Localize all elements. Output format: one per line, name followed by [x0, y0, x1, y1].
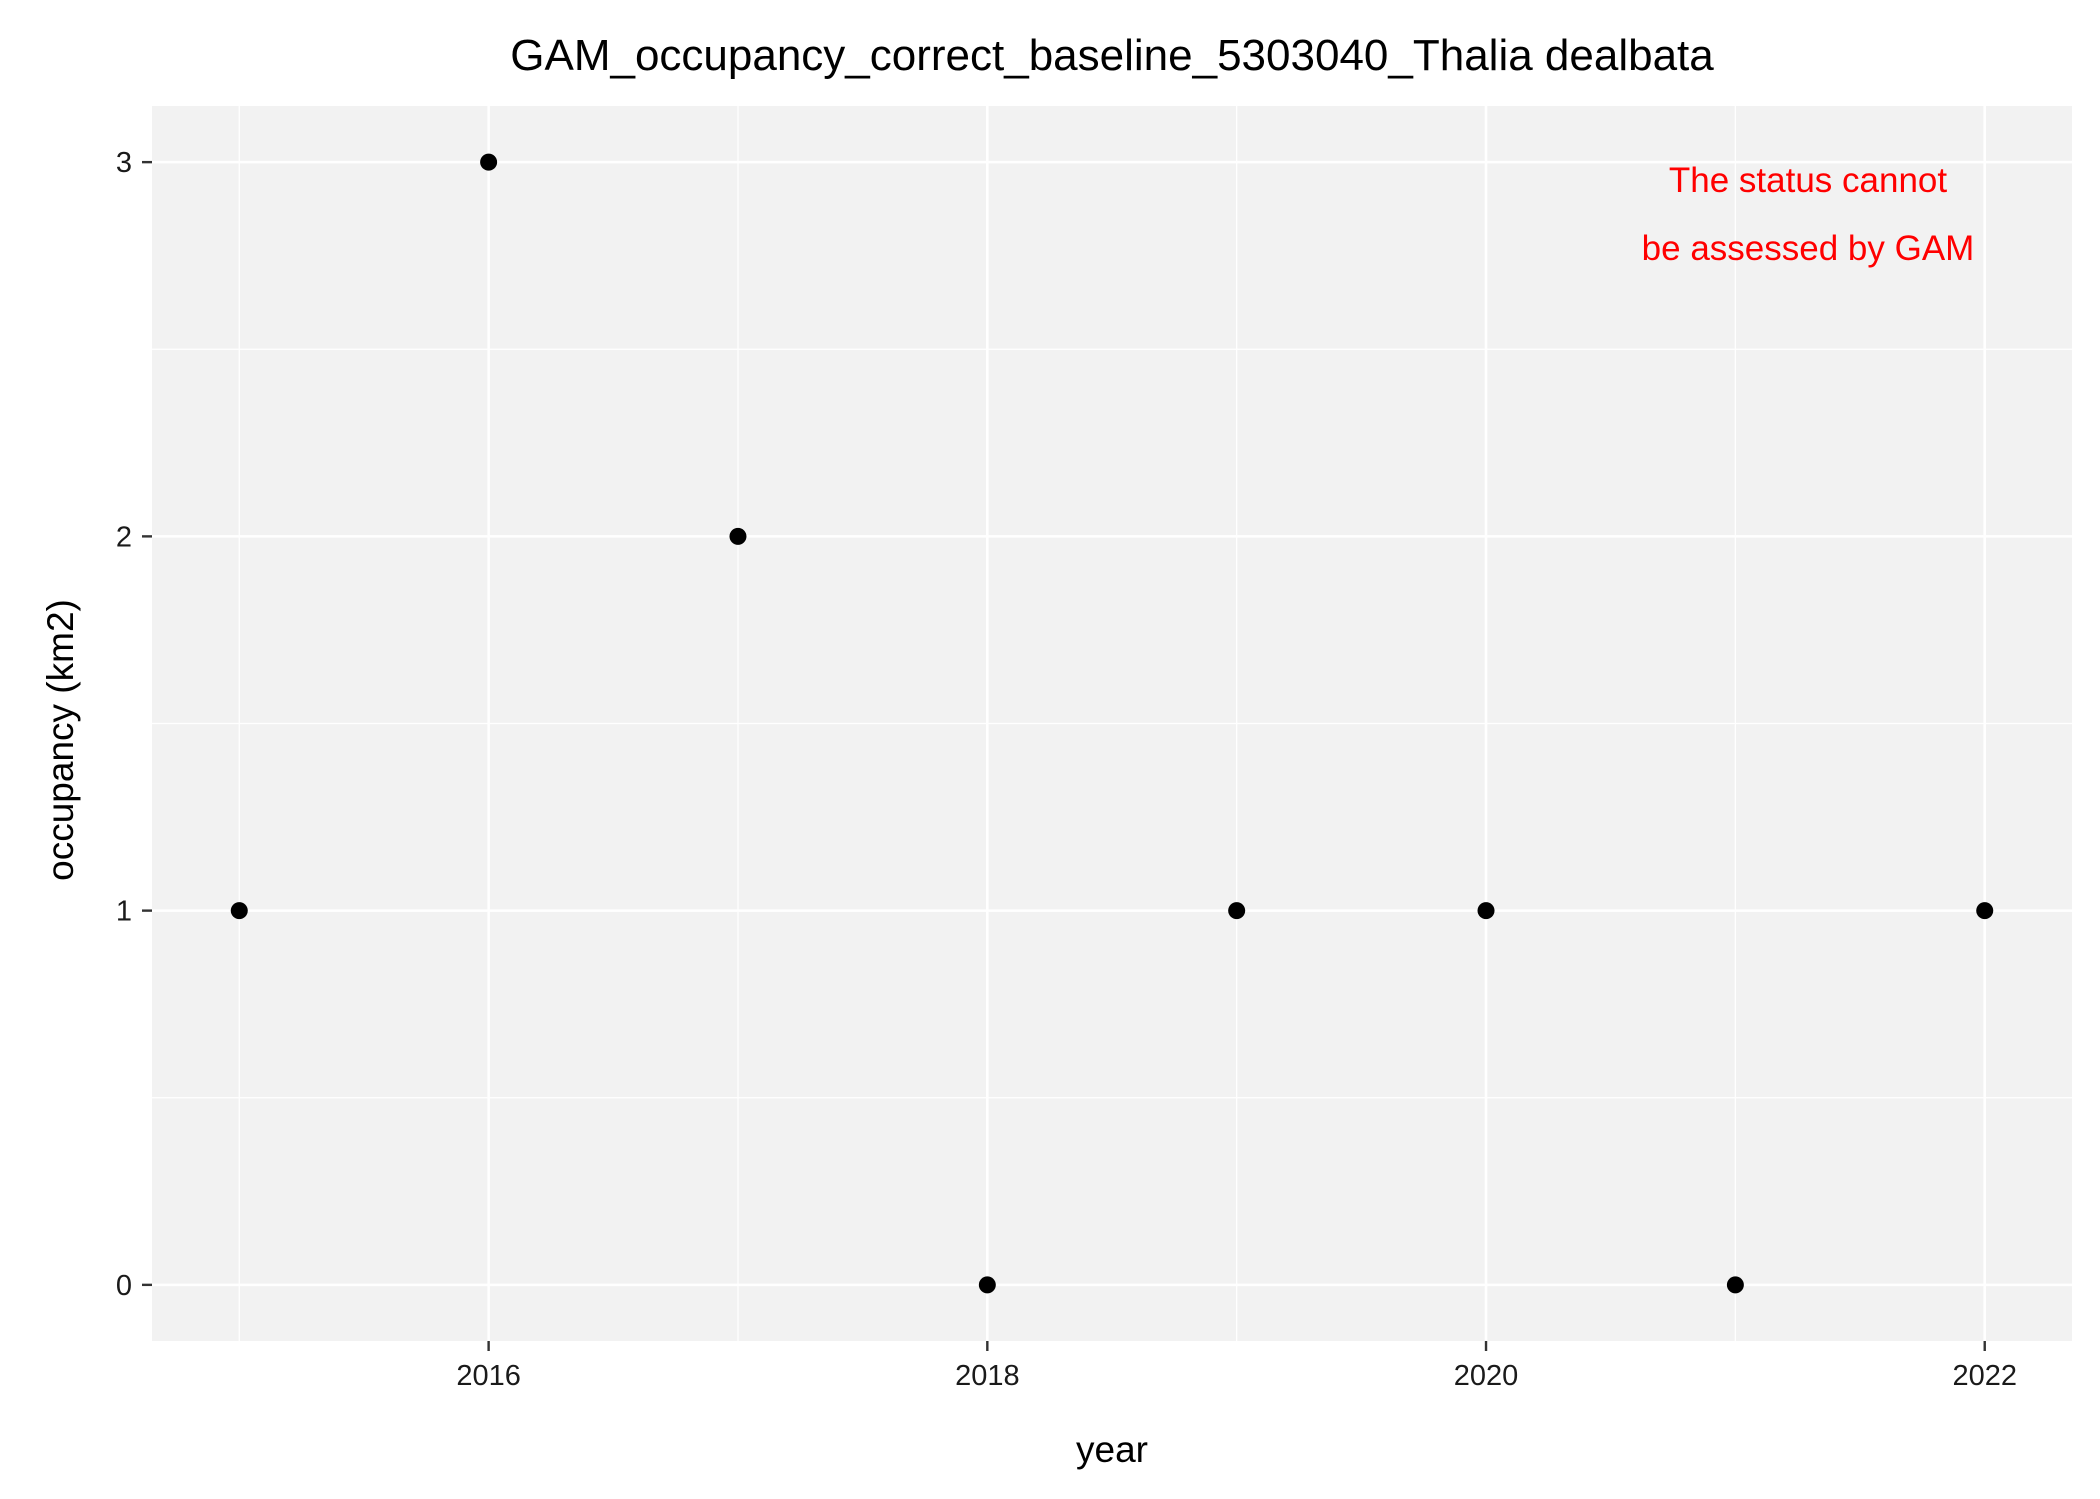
x-tick-label: 2018	[955, 1360, 1020, 1392]
annotation-line: be assessed by GAM	[1642, 229, 1975, 268]
y-tick-label: 1	[116, 896, 132, 928]
data-point	[729, 527, 747, 545]
major-gridlines	[152, 106, 2072, 1341]
x-tick-label: 2022	[1952, 1360, 2017, 1392]
data-points	[230, 153, 1994, 1294]
annotation-line: The status cannot	[1669, 161, 1947, 200]
data-point	[978, 1276, 996, 1294]
y-axis: 0 1 2 3	[116, 147, 152, 1302]
y-tick-label: 3	[116, 147, 132, 179]
data-point	[1976, 902, 1994, 920]
status-annotation: The status cannot be assessed by GAM	[1642, 161, 1975, 268]
data-point	[1726, 1276, 1744, 1294]
y-tick-label: 0	[116, 1270, 132, 1302]
minor-gridlines	[152, 106, 2072, 1341]
y-axis-title: occupancy (km2)	[40, 599, 81, 881]
data-point	[1228, 902, 1246, 920]
data-point	[1477, 902, 1495, 920]
y-tick-label: 2	[116, 521, 132, 553]
x-axis-title: year	[1076, 1429, 1148, 1470]
chart-title: GAM_occupancy_correct_baseline_5303040_T…	[510, 31, 1714, 80]
data-point	[480, 153, 498, 171]
data-point	[230, 902, 248, 920]
x-axis: 2016 2018 2020 2022	[456, 1341, 2017, 1392]
x-tick-label: 2020	[1454, 1360, 1519, 1392]
x-tick-label: 2016	[456, 1360, 521, 1392]
